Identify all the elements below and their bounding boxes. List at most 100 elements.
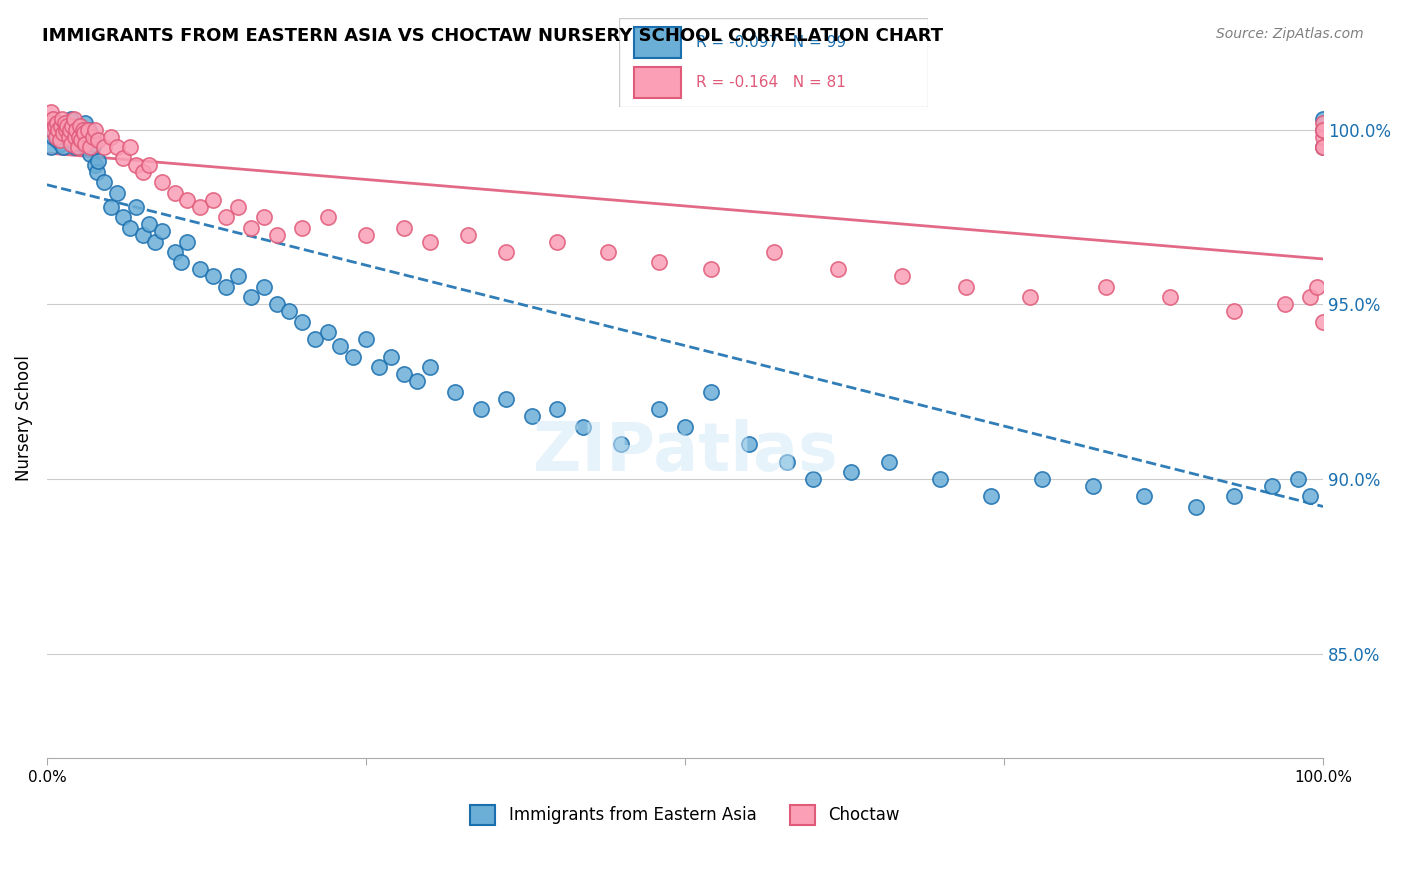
Point xyxy=(84,123,107,137)
Point xyxy=(112,151,135,165)
Point xyxy=(1184,500,1206,514)
Point xyxy=(1312,123,1334,137)
Point xyxy=(170,255,193,269)
Point xyxy=(44,120,66,134)
Point xyxy=(1095,280,1118,294)
Point xyxy=(1133,490,1156,504)
Point xyxy=(63,140,86,154)
Point xyxy=(69,126,91,140)
Point xyxy=(699,262,721,277)
Point xyxy=(291,315,314,329)
Point xyxy=(394,220,416,235)
Text: R = -0.164   N = 81: R = -0.164 N = 81 xyxy=(696,76,846,90)
Point xyxy=(48,133,70,147)
Text: ZIPatlas: ZIPatlas xyxy=(533,419,838,485)
Point xyxy=(73,129,96,144)
Point xyxy=(60,136,83,151)
Point xyxy=(419,360,441,375)
Point xyxy=(87,133,110,147)
Point xyxy=(59,123,82,137)
Point xyxy=(53,116,76,130)
Point xyxy=(56,120,79,134)
Point xyxy=(980,490,1002,504)
Point xyxy=(763,245,786,260)
Point xyxy=(48,123,70,137)
Point xyxy=(648,402,671,417)
Point xyxy=(118,140,141,154)
Point xyxy=(520,409,543,424)
Point xyxy=(82,140,104,154)
Point xyxy=(546,402,568,417)
Text: IMMIGRANTS FROM EASTERN ASIA VS CHOCTAW NURSERY SCHOOL CORRELATION CHART: IMMIGRANTS FROM EASTERN ASIA VS CHOCTAW … xyxy=(42,27,943,45)
Point xyxy=(125,200,148,214)
Point xyxy=(62,120,84,134)
Point xyxy=(648,255,671,269)
Point xyxy=(76,133,98,147)
Point xyxy=(77,123,100,137)
Point xyxy=(82,129,104,144)
Point xyxy=(100,129,122,144)
Point xyxy=(776,454,799,468)
Point xyxy=(75,136,97,151)
Point xyxy=(79,140,101,154)
Point xyxy=(342,350,364,364)
Point xyxy=(1223,490,1246,504)
Point xyxy=(48,120,70,134)
Point xyxy=(610,437,633,451)
Point xyxy=(316,326,339,340)
FancyBboxPatch shape xyxy=(619,18,928,107)
Point xyxy=(380,350,402,364)
Point xyxy=(891,269,914,284)
Point xyxy=(367,360,389,375)
Point xyxy=(70,133,93,147)
Point xyxy=(125,158,148,172)
Point xyxy=(188,262,211,277)
Legend: Immigrants from Eastern Asia, Choctaw: Immigrants from Eastern Asia, Choctaw xyxy=(464,798,907,831)
Point xyxy=(406,374,429,388)
Point xyxy=(1083,479,1105,493)
Point xyxy=(39,105,62,120)
Point xyxy=(201,269,224,284)
Point xyxy=(72,123,94,137)
Point xyxy=(80,129,103,144)
Point xyxy=(201,193,224,207)
FancyBboxPatch shape xyxy=(634,67,681,98)
Point xyxy=(62,112,84,127)
Point xyxy=(163,186,186,200)
Point xyxy=(66,140,89,154)
Point xyxy=(42,112,65,127)
Point xyxy=(673,419,696,434)
Point xyxy=(304,332,326,346)
Point xyxy=(1312,116,1334,130)
Point xyxy=(79,147,101,161)
Point xyxy=(67,129,90,144)
Point xyxy=(46,133,69,147)
Point xyxy=(253,210,276,224)
Point xyxy=(73,126,96,140)
Point xyxy=(84,158,107,172)
Point xyxy=(827,262,849,277)
Point xyxy=(1274,297,1296,311)
Point xyxy=(316,210,339,224)
Point xyxy=(470,402,492,417)
Point xyxy=(39,140,62,154)
Point xyxy=(45,116,67,130)
Point xyxy=(58,129,80,144)
Point xyxy=(877,454,900,468)
Point xyxy=(839,465,862,479)
Point xyxy=(65,123,87,137)
Point xyxy=(1312,129,1334,144)
Point xyxy=(266,297,288,311)
Point xyxy=(38,116,60,130)
Point xyxy=(1018,290,1040,304)
Point xyxy=(240,290,263,304)
Point xyxy=(188,200,211,214)
Y-axis label: Nursery School: Nursery School xyxy=(15,355,32,481)
Point xyxy=(138,217,160,231)
Point xyxy=(63,129,86,144)
Point xyxy=(1299,290,1322,304)
Point xyxy=(51,112,73,127)
Point xyxy=(138,158,160,172)
Point xyxy=(46,116,69,130)
Point xyxy=(65,129,87,144)
